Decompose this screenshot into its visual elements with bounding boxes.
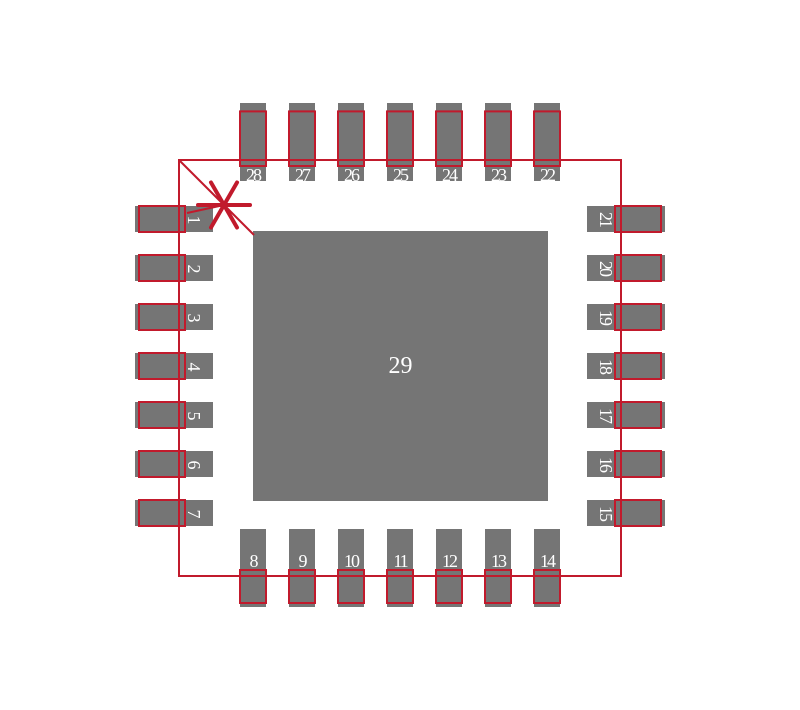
pin-label-19: 19 <box>596 310 616 326</box>
pin-label-10: 10 <box>344 551 360 571</box>
pin-label-11: 11 <box>393 551 407 571</box>
pin-label-15: 15 <box>596 506 616 522</box>
qfn-footprint-diagram: 2912345671516171819202122232425262728891… <box>0 0 800 710</box>
pin-label-22: 22 <box>540 165 555 185</box>
pin-label-27: 27 <box>295 165 311 185</box>
pin-label-13: 13 <box>491 551 507 571</box>
pin-label-20: 20 <box>596 261 616 277</box>
center-pad-label: 29 <box>389 353 413 379</box>
pin-label-25: 25 <box>393 165 409 185</box>
pin-label-23: 23 <box>491 165 507 185</box>
pin-label-26: 26 <box>344 165 360 185</box>
pin-label-2: 2 <box>184 265 204 273</box>
pin-label-24: 24 <box>442 165 458 185</box>
pin-label-1: 1 <box>184 216 204 224</box>
pin-label-12: 12 <box>442 551 457 571</box>
pin-label-21: 21 <box>596 212 616 227</box>
pin-label-17: 17 <box>596 408 616 424</box>
pin-label-14: 14 <box>540 551 556 571</box>
pin-label-18: 18 <box>596 359 616 375</box>
pin-label-16: 16 <box>596 457 616 473</box>
pin-label-28: 28 <box>246 165 262 185</box>
